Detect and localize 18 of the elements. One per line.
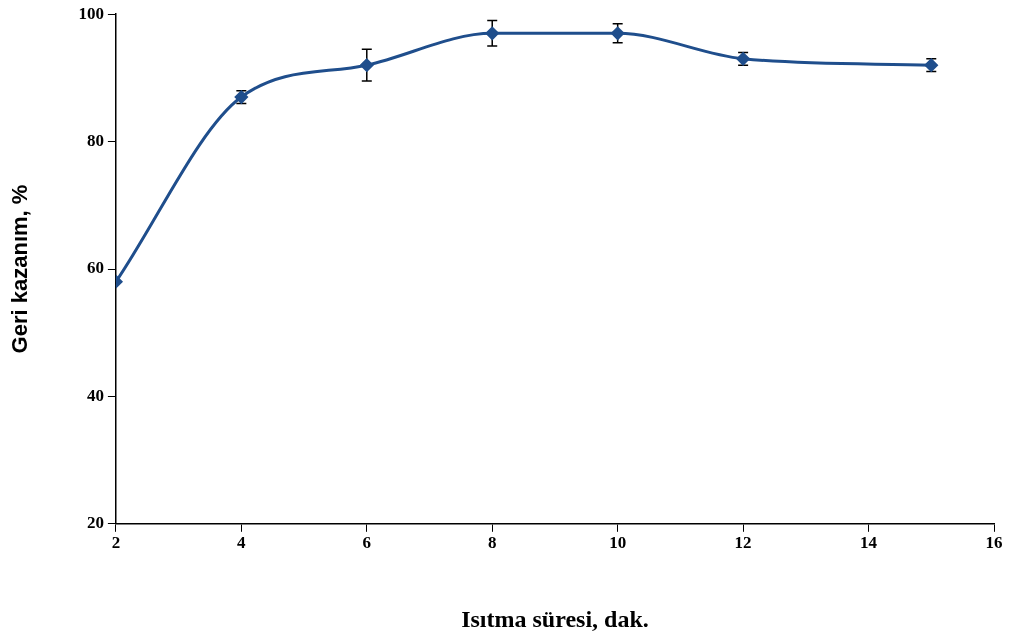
x-tick-label: 10 [609, 533, 627, 553]
y-axis-title: Geri kazanım, % [7, 184, 33, 354]
y-tick-label: 100 [78, 3, 104, 23]
x-tick-label: 16 [985, 533, 1003, 553]
point [611, 26, 625, 40]
x-tick-label: 8 [487, 533, 497, 553]
x-tick-label: 6 [362, 533, 372, 553]
y-tick-label: 20 [86, 513, 104, 533]
point [485, 26, 499, 40]
y-tick-label: 40 [86, 385, 104, 405]
x-tick-label: 14 [860, 533, 878, 553]
y-tick-label: 60 [86, 258, 104, 278]
x-tick-label: 12 [734, 533, 752, 553]
point [360, 58, 374, 72]
x-tick-label: 2 [111, 533, 121, 553]
y-tick-label: 80 [86, 130, 104, 150]
x-axis-title: Isıtma süresi, dak. [461, 605, 649, 632]
x-tick-label: 4 [237, 533, 247, 553]
